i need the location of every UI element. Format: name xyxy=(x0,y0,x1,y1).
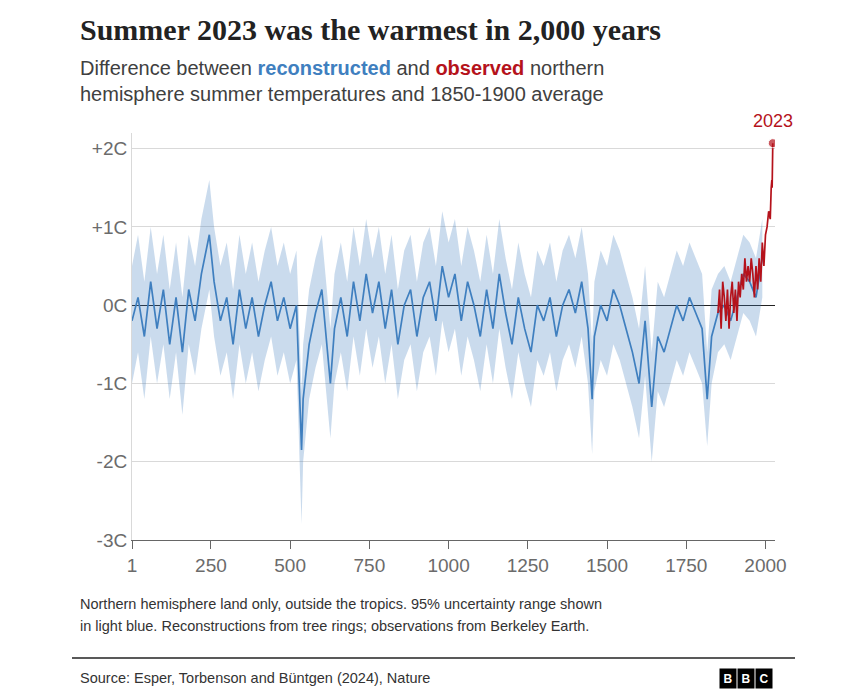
svg-text:Northern hemisphere land only,: Northern hemisphere land only, outside t… xyxy=(80,596,602,612)
svg-text:+2C: +2C xyxy=(92,138,127,159)
svg-text:-2C: -2C xyxy=(97,451,128,472)
svg-text:750: 750 xyxy=(354,555,386,576)
svg-text:-3C: -3C xyxy=(97,530,128,551)
svg-text:-1C: -1C xyxy=(97,373,128,394)
svg-text:B: B xyxy=(742,672,751,686)
svg-text:B: B xyxy=(724,672,733,686)
svg-text:C: C xyxy=(760,672,769,686)
svg-text:2000: 2000 xyxy=(744,555,786,576)
svg-text:1000: 1000 xyxy=(427,555,469,576)
svg-text:250: 250 xyxy=(195,555,227,576)
svg-text:0C: 0C xyxy=(103,295,127,316)
svg-text:hemisphere summer temperatures: hemisphere summer temperatures and 1850-… xyxy=(80,83,604,105)
svg-text:1250: 1250 xyxy=(507,555,549,576)
svg-text:1: 1 xyxy=(127,555,138,576)
svg-text:+1C: +1C xyxy=(92,217,127,238)
svg-text:1500: 1500 xyxy=(586,555,628,576)
svg-text:Summer 2023 was the warmest in: Summer 2023 was the warmest in 2,000 yea… xyxy=(80,13,661,46)
svg-text:Difference between reconstruct: Difference between reconstructed and obs… xyxy=(80,57,604,79)
svg-text:500: 500 xyxy=(274,555,306,576)
svg-text:in light blue. Reconstructions: in light blue. Reconstructions from tree… xyxy=(80,618,589,634)
svg-text:Source: Esper, Torbenson and B: Source: Esper, Torbenson and Büntgen (20… xyxy=(80,670,430,686)
svg-text:2023: 2023 xyxy=(753,111,793,131)
svg-text:1750: 1750 xyxy=(665,555,707,576)
